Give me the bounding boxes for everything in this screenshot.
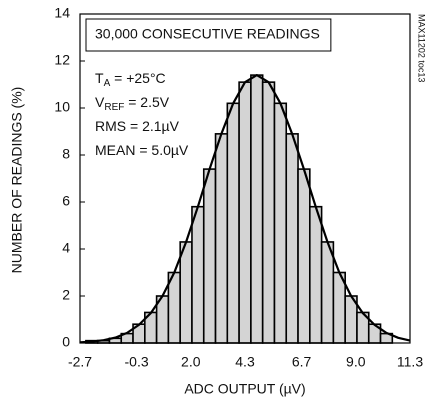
condition-text: MEAN = 5.0µV [95,142,189,158]
condition-rest: = 2.5V [124,94,169,110]
condition: VREF = 2.5V [92,92,173,114]
condition-main: V [95,94,105,110]
x-tick-label: -0.3 [125,354,149,370]
bar [226,102,240,344]
y-tick-label: 8 [62,146,70,162]
condition: RMS = 2.1µV [92,116,183,135]
bar [191,205,205,344]
bar [309,205,323,344]
bar [273,102,288,344]
y-tick-label: 12 [54,52,70,68]
bar [297,168,311,344]
x-tick-label: 2.0 [181,354,201,370]
x-axis-title: ADC OUTPUT (µV) [184,381,305,397]
condition-main: RMS = 2.1µV [95,118,180,134]
condition-sub: REF [104,102,124,113]
x-tick-label: 6.7 [292,354,312,370]
bar [320,241,335,344]
condition-main: MEAN = 5.0µV [95,142,189,158]
y-tick-label: 4 [62,240,70,256]
condition-text: VREF = 2.5V [95,94,170,113]
y-tick-label: 10 [54,99,70,115]
condition-sub: A [104,78,111,89]
condition-main: T [95,70,104,86]
bar [214,133,229,344]
y-tick-label: 0 [62,334,70,350]
condition-text: TA = +25°C [95,70,166,89]
bar [250,74,264,344]
condition: MEAN = 5.0µV [92,140,192,159]
condition-bg [92,140,192,159]
side-note: MAX11202 toc13 [417,14,427,82]
bar [285,133,299,344]
condition-bg [92,116,183,135]
y-axis-title: NUMBER OF READINGS (%) [9,87,25,274]
bar [179,241,193,344]
condition-rest: = +25°C [110,70,165,86]
x-tick-label: 11.3 [397,354,423,370]
bar [261,81,276,344]
bar [202,168,217,344]
plot-frame [79,13,411,344]
x-tick-label: 4.3 [235,354,255,370]
fit-curve [79,74,411,344]
y-tick-label: 2 [62,287,70,303]
y-tick-label: 14 [54,5,70,21]
condition-bg [92,68,169,90]
condition-text: RMS = 2.1µV [95,118,180,134]
x-tick-label: 9.0 [346,354,366,370]
condition-bg [92,92,173,114]
bar [238,81,252,344]
box-annotation: 30,000 CONSECUTIVE READINGS [95,26,320,42]
condition: TA = +25°C [92,68,169,90]
y-tick-label: 6 [62,193,70,209]
x-tick-label: -2.7 [68,354,92,370]
box-frame [85,18,332,52]
